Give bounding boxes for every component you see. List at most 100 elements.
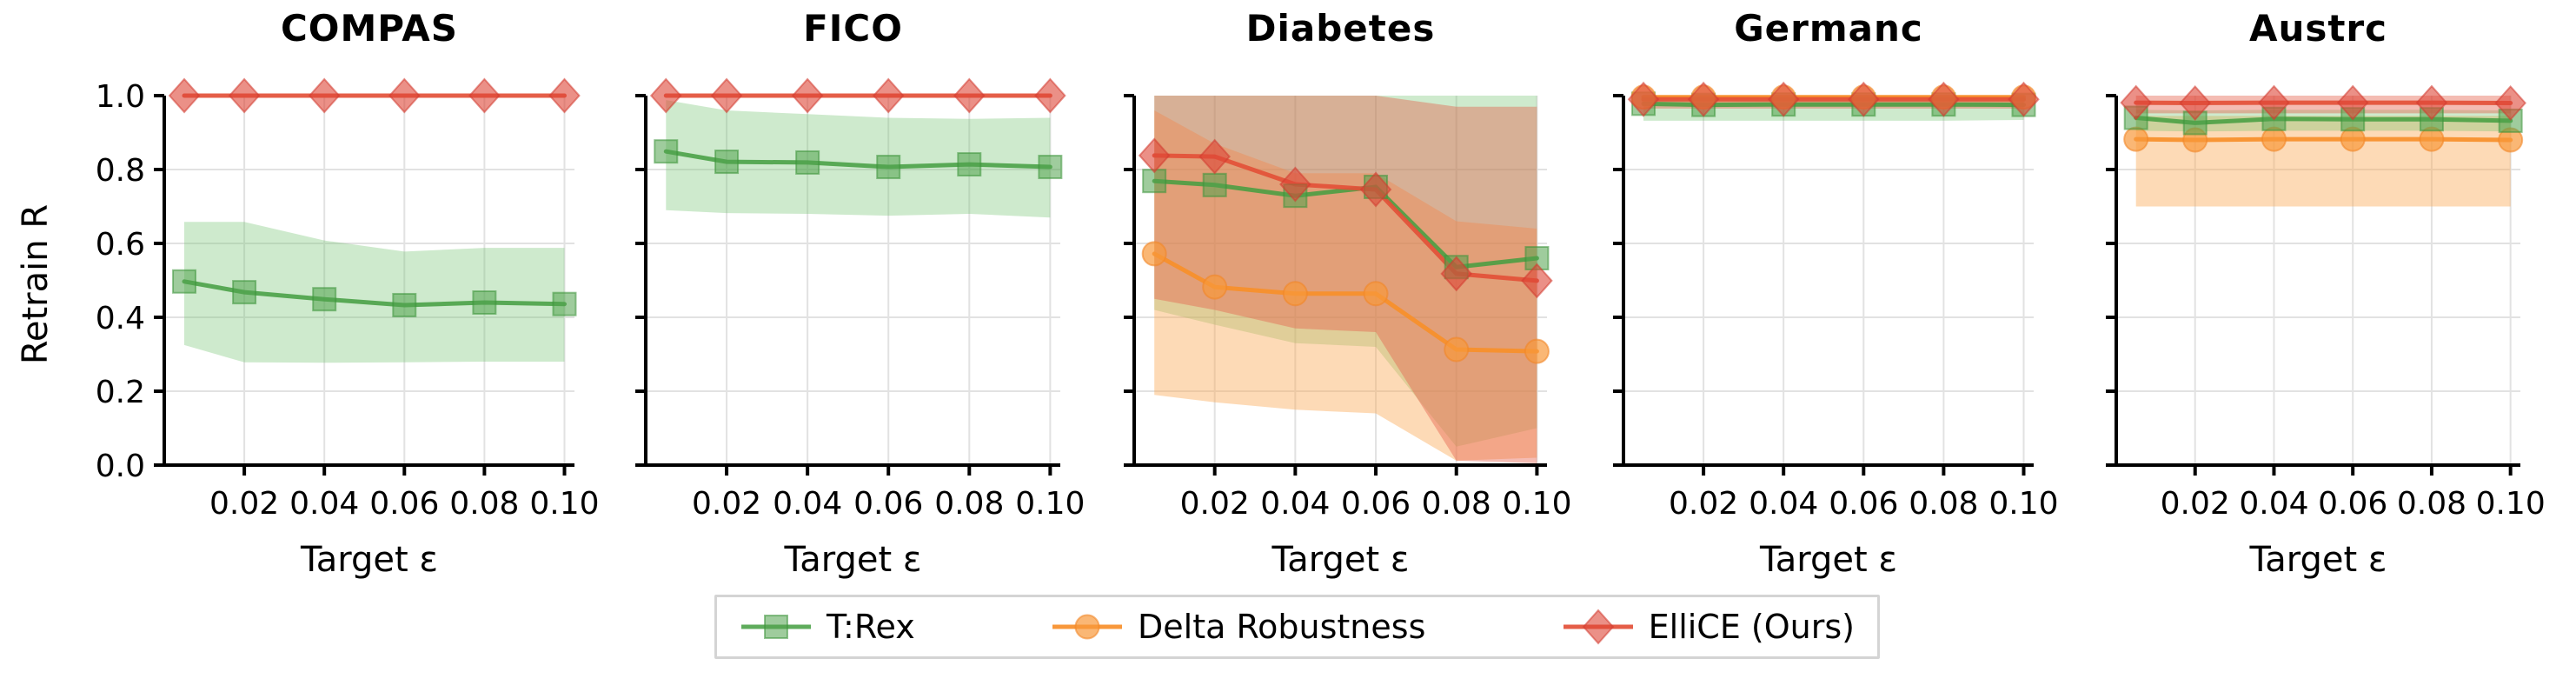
trex-markers xyxy=(654,139,1063,180)
ellice-marker xyxy=(1627,81,1660,117)
trex-marker xyxy=(957,152,982,177)
delta-markers xyxy=(1141,241,1550,364)
legend-label-ellice: ElliCE (Ours) xyxy=(1648,608,1855,646)
legend-label-trex: T:Rex xyxy=(827,608,915,646)
x-tick-label: 0.06 xyxy=(1341,486,1411,522)
legend-circle-icon xyxy=(1052,614,1122,640)
ellice-marker xyxy=(1198,138,1232,175)
trex-band xyxy=(1643,96,2024,121)
ellice-marker xyxy=(2008,81,2040,117)
delta-marker xyxy=(1141,241,1167,267)
subplot-compas: 0.0 0.2 0.4 0.6 0.8 1.0 0.02 0.04 0.06 0.08 0.10 Ta… xyxy=(96,77,600,580)
subplot-diabetes: 0.02 0.04 0.06 0.08 0.10 Target ε xyxy=(1124,94,1571,580)
ellice-marker xyxy=(2494,85,2527,121)
y-tick-label: 0.6 xyxy=(96,227,145,263)
x-tick-label: 0.04 xyxy=(2239,486,2308,522)
delta-marker xyxy=(1202,274,1228,300)
ellice-marker xyxy=(2336,84,2369,121)
ellice-marker xyxy=(1928,81,1960,117)
delta-marker xyxy=(1363,281,1389,307)
y-tick-label: 0.8 xyxy=(96,153,145,189)
y-tick-label: 0.0 xyxy=(96,449,145,484)
ellice-marker xyxy=(228,77,261,114)
trex-marker xyxy=(876,155,901,180)
x-tick-label: 0.08 xyxy=(2397,486,2466,522)
x-tick-label: 0.02 xyxy=(1180,486,1250,522)
x-axis-label: Target ε xyxy=(783,540,921,580)
trex-marker xyxy=(795,150,820,175)
ellice-marker xyxy=(2258,84,2290,121)
legend-item-delta: Delta Robustness xyxy=(1051,606,1425,648)
legend-square-icon xyxy=(741,615,811,639)
x-tick-label: 0.10 xyxy=(1502,486,1571,522)
x-tick-label: 0.08 xyxy=(934,486,1004,522)
x-tick-label: 0.04 xyxy=(289,486,359,522)
x-tick-label: 0.08 xyxy=(449,486,519,522)
ellice-marker xyxy=(649,77,682,114)
delta-band xyxy=(1154,110,1537,461)
x-tick-label: 0.08 xyxy=(1909,486,1978,522)
ellice-marker xyxy=(2120,84,2153,121)
trex-marker xyxy=(232,280,257,305)
x-axis-label: Target ε xyxy=(2248,540,2387,580)
x-tick-label: 0.02 xyxy=(692,486,761,522)
ellice-marker xyxy=(872,77,905,114)
trex-marker xyxy=(714,150,740,175)
trex-band xyxy=(1154,96,1537,447)
legend-diamond-icon xyxy=(1563,609,1633,645)
x-axis-label: Target ε xyxy=(1759,540,1897,580)
ellice-markers xyxy=(2120,84,2527,121)
x-tick-label: 0.06 xyxy=(853,486,923,522)
ellice-marker xyxy=(2179,85,2212,121)
x-tick-label: 0.04 xyxy=(773,486,842,522)
ellice-marker xyxy=(1440,256,1473,292)
trex-marker xyxy=(1142,169,1167,194)
trex-marker xyxy=(1202,172,1227,197)
trex-marker xyxy=(552,291,577,316)
y-tick-label: 0.4 xyxy=(96,301,145,336)
x-tick-label: 0.10 xyxy=(1988,486,2058,522)
x-tick-label: 0.06 xyxy=(1829,486,1898,522)
x-tick-label: 0.08 xyxy=(1422,486,1491,522)
ellice-marker xyxy=(1034,77,1066,114)
subplot-austrc: 0.02 0.04 0.06 0.08 0.10 Target ε xyxy=(2106,84,2546,580)
x-tick-label: 0.02 xyxy=(209,486,279,522)
ellice-marker xyxy=(1138,137,1171,174)
ellice-marker xyxy=(2415,84,2448,121)
subplot-title-austrc: Austrc xyxy=(2248,7,2388,50)
ellice-marker xyxy=(468,77,501,114)
subplot-title-diabetes: Diabetes xyxy=(1245,7,1436,50)
legend-label-delta: Delta Robustness xyxy=(1138,608,1426,646)
ellice-marker xyxy=(308,77,341,114)
ellice-markers xyxy=(1627,81,2040,117)
ellice-markers xyxy=(1138,137,1553,299)
trex-marker xyxy=(172,269,197,294)
subplot-fico: 0.02 0.04 0.06 0.08 0.10 Target ε xyxy=(635,77,1085,580)
subplot-title-germanc: Germanc xyxy=(1734,7,1923,50)
ellice-marker xyxy=(168,77,201,114)
y-tick-label: 1.0 xyxy=(96,79,145,115)
delta-marker xyxy=(1524,338,1550,364)
subplot-title-fico: FICO xyxy=(803,7,903,50)
ellice-marker xyxy=(1279,166,1311,203)
y-axis-label: Retrain R xyxy=(16,203,56,365)
legend-item-ellice: ElliCE (Ours) xyxy=(1562,606,1855,648)
trex-marker xyxy=(312,287,337,312)
delta-marker xyxy=(1444,336,1470,363)
legend-item-trex: T:Rex xyxy=(740,606,915,648)
ellice-markers xyxy=(649,77,1066,114)
legend: T:Rex Delta Robustness ElliCE (Ours) xyxy=(714,595,1880,659)
x-tick-label: 0.06 xyxy=(2318,486,2387,522)
x-tick-label: 0.10 xyxy=(1015,486,1085,522)
x-tick-label: 0.04 xyxy=(1260,486,1330,522)
subplot-germanc: 0.02 0.04 0.06 0.08 0.10 Target ε xyxy=(1613,81,2059,580)
trex-band xyxy=(666,100,1051,218)
x-tick-label: 0.02 xyxy=(2161,486,2230,522)
ellice-marker xyxy=(548,77,581,114)
x-tick-label: 0.10 xyxy=(2476,486,2546,522)
ellice-marker xyxy=(953,77,986,114)
ellice-marker xyxy=(1687,81,1720,117)
x-tick-label: 0.02 xyxy=(1669,486,1738,522)
trex-marker xyxy=(472,290,497,315)
